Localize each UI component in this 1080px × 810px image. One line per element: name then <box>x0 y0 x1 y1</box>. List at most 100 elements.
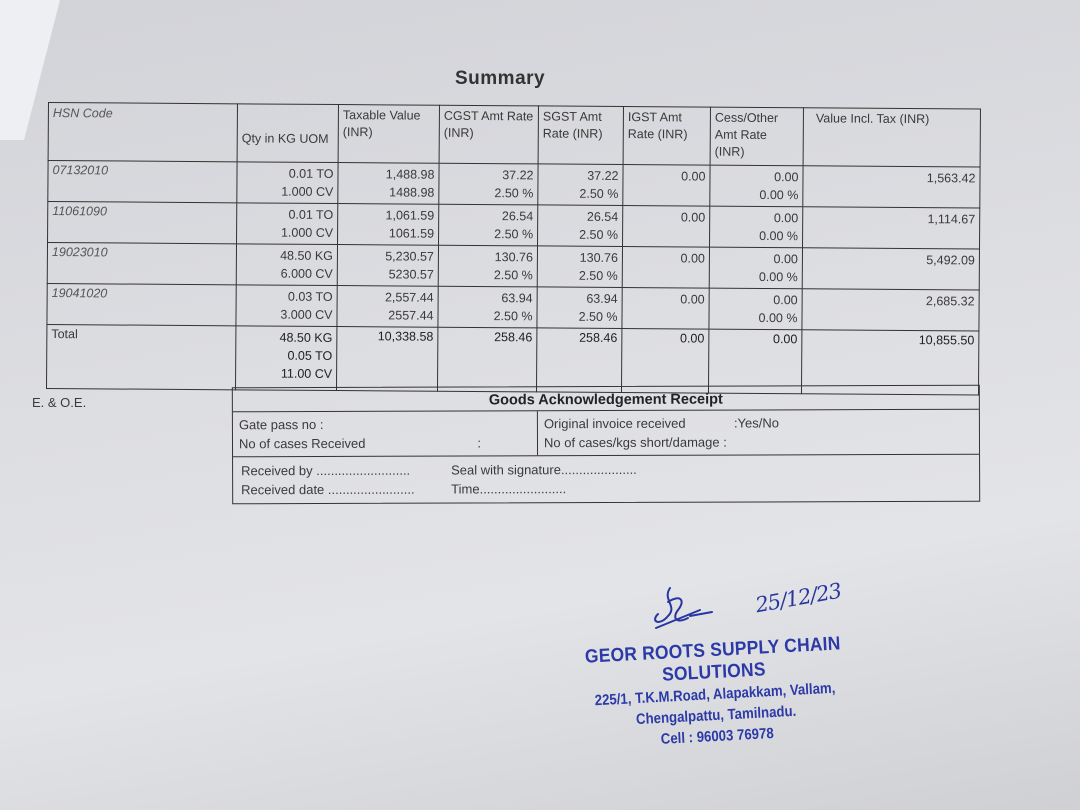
igst: 0.00 <box>621 287 710 330</box>
cgst: 26.54 2.50 % <box>438 204 538 246</box>
eoe-note: E. & O.E. <box>32 395 87 410</box>
receipt-title: Goods Acknowledgement Receipt <box>232 385 979 413</box>
igst: 0.00 <box>622 205 710 248</box>
cgst-secondary: 2.50 % <box>493 268 533 283</box>
cgst: 63.94 2.50 % <box>437 286 538 328</box>
cgst-secondary: 2.50 % <box>494 227 534 242</box>
cgst-value: 26.54 <box>501 209 534 224</box>
qty: 0.01 TO 1.000 CV <box>236 202 338 245</box>
qty-secondary: 6.000 CV <box>280 266 333 281</box>
taxable-value: 1,488.98 1488.98 <box>337 162 440 205</box>
sgst-value: 63.94 <box>586 291 618 306</box>
total-qty-to: 0.05 TO <box>287 348 333 363</box>
table-row: 19023010 48.50 KG 6.000 CV 5,230.57 5230.57 1… <box>47 242 980 291</box>
received-date-label: Received date ........................ <box>241 481 415 498</box>
summary-table: HSN Code Qty in KG UOM Taxable Value (IN… <box>46 102 981 396</box>
col-igst: IGST Amt Rate (INR) <box>623 106 711 166</box>
table-row: 11061090 0.01 TO 1.000 CV 1,061.59 1061.59 26… <box>47 201 980 250</box>
col-qty: Qty in KG UOM <box>237 103 339 163</box>
total-qty-kg: 48.50 KG <box>279 330 333 345</box>
igst-value: 0.00 <box>680 251 705 266</box>
igst-value: 0.00 <box>680 210 706 225</box>
table-header: HSN Code Qty in KG UOM Taxable Value (IN… <box>48 102 981 168</box>
hsn-code: 11061090 <box>47 201 237 244</box>
taxable-value: 5,230.57 5230.57 <box>337 244 439 287</box>
igst-value: 0.00 <box>680 292 705 307</box>
total-cgst: 258.46 <box>437 327 537 392</box>
qty: 48.50 KG 6.000 CV <box>236 243 338 286</box>
cases-received-colon: : <box>477 435 482 451</box>
qty-secondary: 1.000 CV <box>281 184 334 199</box>
value-incl-tax-value: 2,685.32 <box>925 294 975 309</box>
hsn-code: 19041020 <box>46 283 237 326</box>
cess-secondary: 0.00 % <box>758 269 798 285</box>
cess-value: 0.00 <box>773 293 798 308</box>
sgst-secondary: 2.50 % <box>579 227 619 242</box>
value-incl-tax: 1,114.67 <box>802 206 980 250</box>
time-label: Time........................ <box>451 481 567 497</box>
cess: 0.00 0.00 % <box>709 247 803 289</box>
value-incl-tax: 5,492.09 <box>802 247 980 291</box>
sgst-value: 37.22 <box>587 168 619 183</box>
hsn-code: 19023010 <box>47 242 237 285</box>
cgst-value: 130.76 <box>494 250 533 265</box>
yes-no-option: :Yes/No <box>733 415 780 431</box>
original-invoice-label: Original invoice received <box>543 415 686 432</box>
total-qty-cv: 11.00 CV <box>280 366 333 381</box>
value-incl-tax: 1,563.42 <box>802 165 981 209</box>
total-label: Total <box>46 324 236 390</box>
cess-value: 0.00 <box>773 252 798 267</box>
qty-secondary: 1.000 CV <box>280 225 334 240</box>
cess-secondary: 0.00 % <box>759 228 799 244</box>
handwritten-date: 25/12/23 <box>753 578 843 618</box>
taxable-value-value: 1,061.59 <box>385 208 435 223</box>
total-sgst: 258.46 <box>536 327 622 393</box>
taxable-value-secondary: 5230.57 <box>388 267 434 282</box>
taxable-value: 2,557.44 2557.44 <box>336 285 439 328</box>
col-cgst: CGST Amt Rate (INR) <box>439 105 539 164</box>
company-stamp: GEOR ROOTS SUPPLY CHAIN SOLUTIONS 225/1,… <box>527 630 902 756</box>
taxable-value-secondary: 1061.59 <box>388 226 435 241</box>
taxable-value-secondary: 2557.44 <box>388 308 434 323</box>
qty: 0.03 TO 3.000 CV <box>235 284 338 327</box>
qty-secondary: 3.000 CV <box>280 307 333 322</box>
cess-value: 0.00 <box>774 170 799 185</box>
cgst: 37.22 2.50 % <box>438 163 539 205</box>
cgst-value: 63.94 <box>501 291 533 306</box>
cgst-secondary: 2.50 % <box>494 186 534 201</box>
col-value: Value Incl. Tax (INR) <box>803 107 981 168</box>
value-incl-tax-value: 5,492.09 <box>926 253 975 268</box>
table-row: 19041020 0.03 TO 3.000 CV 2,557.44 2557.44 63… <box>46 283 980 332</box>
col-sgst: SGST Amt Rate (INR) <box>538 105 624 165</box>
taxable-value-value: 2,557.44 <box>384 290 434 305</box>
total-taxable: 10,338.58 <box>336 326 438 392</box>
col-cess: Cess/Other Amt Rate (INR) <box>710 107 804 166</box>
sgst-secondary: 2.50 % <box>578 309 618 324</box>
total-igst: 0.00 <box>621 328 709 394</box>
summary-title: Summary <box>455 68 546 89</box>
hsn-code: 07132010 <box>47 160 238 203</box>
gate-pass-label: Gate pass no : <box>238 416 324 433</box>
qty-value: 0.01 TO <box>288 166 334 181</box>
sgst: 63.94 2.50 % <box>536 286 623 329</box>
qty-value: 0.01 TO <box>288 207 334 222</box>
cess-secondary: 0.00 % <box>758 310 798 326</box>
cess: 0.00 0.00 % <box>709 165 804 207</box>
total-cess: 0.00 <box>708 329 802 394</box>
taxable-value-value: 1,488.98 <box>385 167 435 182</box>
igst: 0.00 <box>622 164 711 207</box>
total-qty: 48.50 KG 0.05 TO 11.00 CV <box>235 325 337 391</box>
igst-value: 0.00 <box>681 169 706 184</box>
sgst-value: 26.54 <box>586 209 619 224</box>
value-incl-tax: 2,685.32 <box>801 288 980 332</box>
cess: 0.00 0.00 % <box>709 206 803 248</box>
sgst-secondary: 2.50 % <box>578 268 618 283</box>
col-taxable: Taxable Value (INR) <box>338 104 440 164</box>
value-incl-tax-value: 1,114.67 <box>927 212 976 227</box>
taxable-value: 1,061.59 1061.59 <box>337 203 439 246</box>
sgst: 130.76 2.50 % <box>537 245 623 288</box>
igst: 0.00 <box>622 246 710 289</box>
cess-secondary: 0.00 % <box>759 187 799 203</box>
sgst-value: 130.76 <box>579 250 618 265</box>
cgst-secondary: 2.50 % <box>493 309 533 324</box>
